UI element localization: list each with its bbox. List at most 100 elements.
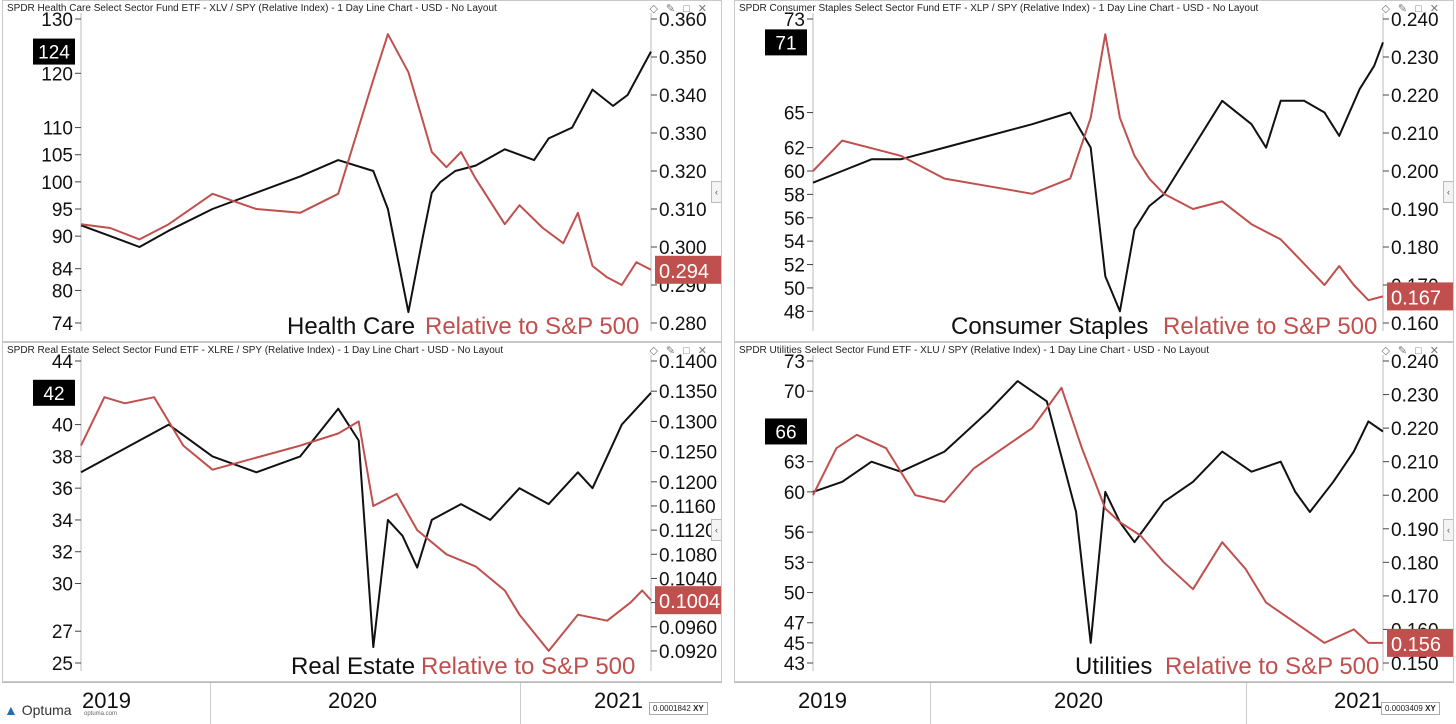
right-tick-label: 0.1160 bbox=[659, 497, 716, 518]
year-label-2020-left: 2020 bbox=[328, 688, 377, 713]
xy-readout-value: 0.0001842 bbox=[653, 704, 691, 713]
last-relative-tag bbox=[1387, 282, 1453, 311]
right-tick-label: 0.330 bbox=[659, 124, 707, 145]
left-tick-label: 100 bbox=[41, 173, 73, 194]
right-tick-label: 0.220 bbox=[1391, 419, 1439, 440]
right-tick-label: 0.300 bbox=[659, 238, 707, 259]
left-tick-label: 32 bbox=[52, 543, 73, 564]
left-tick-label: 65 bbox=[784, 104, 805, 125]
right-tick-label: 0.1350 bbox=[659, 382, 717, 403]
chart-panel-real-estate[interactable]: SPDR Real Estate Select Sector Fund ETF … bbox=[2, 342, 722, 682]
relative-series-line bbox=[80, 396, 652, 652]
left-tick-label: 56 bbox=[784, 523, 805, 544]
left-tick-label: 48 bbox=[784, 302, 805, 323]
left-tick-label: 60 bbox=[784, 483, 805, 504]
panel-controls[interactable]: ◇✎□✕ bbox=[1381, 3, 1447, 15]
right-tick-label: 0.240 bbox=[1391, 10, 1439, 31]
chart-label-sector: Utilities bbox=[1075, 653, 1153, 680]
left-tick-label: 43 bbox=[784, 654, 805, 675]
right-tick-label: 0.230 bbox=[1391, 386, 1439, 407]
right-tick-label: 0.240 bbox=[1391, 352, 1439, 373]
right-tick-label: 0.1200 bbox=[659, 473, 717, 494]
last-relative-tag bbox=[1387, 628, 1453, 657]
right-tick-label: 0.180 bbox=[1391, 238, 1439, 259]
panel-title: SPDR Utilities Select Sector Fund ETF - … bbox=[739, 345, 1209, 356]
left-tick-label: 73 bbox=[784, 352, 805, 373]
chart-label-relative: Relative to S&P 500 bbox=[1163, 313, 1378, 340]
left-tick-label: 54 bbox=[784, 232, 806, 253]
right-tick-label: 0.1120 bbox=[659, 521, 716, 542]
left-tick-label: 90 bbox=[52, 227, 73, 248]
last-price-label: 124 bbox=[38, 43, 70, 64]
right-tick-label: 0.210 bbox=[1391, 453, 1439, 474]
chart-panel-health-care[interactable]: SPDR Health Care Select Sector Fund ETF … bbox=[2, 0, 722, 342]
panel-title: SPDR Real Estate Select Sector Fund ETF … bbox=[7, 345, 504, 356]
left-tick-label: 74 bbox=[52, 314, 74, 335]
left-tick-label: 50 bbox=[784, 584, 805, 605]
right-tick-label: 0.170 bbox=[1391, 587, 1439, 608]
right-tick-label: 0.210 bbox=[1391, 124, 1439, 145]
right-tick-label: 0.0960 bbox=[659, 618, 717, 639]
left-tick-label: 56 bbox=[784, 209, 805, 230]
last-relative-label: 0.294 bbox=[659, 261, 709, 283]
right-tick-label: 0.310 bbox=[659, 200, 707, 221]
right-tick-label: 0.150 bbox=[1391, 654, 1439, 675]
chart-label-sector: Health Care bbox=[287, 313, 416, 340]
last-price-tag bbox=[765, 418, 807, 445]
left-tick-label: 63 bbox=[784, 453, 805, 474]
last-relative-tag bbox=[655, 586, 721, 615]
left-tick-label: 73 bbox=[784, 10, 805, 31]
xy-readout-label: XY bbox=[693, 704, 704, 713]
left-tick-label: 30 bbox=[52, 575, 73, 596]
collapse-arrow-icon[interactable]: ‹ bbox=[711, 519, 721, 541]
right-tick-label: 0.180 bbox=[1391, 553, 1439, 574]
left-tick-label: 50 bbox=[784, 279, 805, 300]
xy-readout-label: XY bbox=[1425, 704, 1436, 713]
left-tick-label: 60 bbox=[784, 162, 805, 183]
chart-panel-consumer-staples[interactable]: SPDR Consumer Staples Select Sector Fund… bbox=[734, 0, 1454, 342]
year-label-2019-left: 2019 bbox=[82, 688, 131, 713]
last-price-tag bbox=[765, 29, 807, 56]
year-label-2020-right: 2020 bbox=[1054, 688, 1103, 713]
last-relative-label: 0.1004 bbox=[659, 591, 720, 613]
collapse-arrow-icon[interactable]: ‹ bbox=[711, 181, 721, 203]
left-tick-label: 36 bbox=[52, 479, 73, 500]
right-tick-label: 0.350 bbox=[659, 48, 707, 69]
optuma-logo-icon: ▲ bbox=[4, 702, 18, 718]
chart-panel-utilities[interactable]: SPDR Utilities Select Sector Fund ETF - … bbox=[734, 342, 1454, 682]
left-tick-label: 47 bbox=[784, 614, 805, 635]
relative-series-line bbox=[812, 386, 1383, 644]
right-tick-label: 0.1040 bbox=[659, 569, 717, 590]
year-label-2021-right: 2021 bbox=[1334, 688, 1383, 713]
date-axis-left bbox=[2, 682, 722, 724]
xy-readout-right[interactable]: 0.0003409 XY bbox=[1381, 702, 1440, 715]
price-series-line bbox=[80, 392, 652, 649]
left-tick-label: 80 bbox=[52, 281, 73, 302]
price-series-line bbox=[80, 51, 652, 314]
last-price-label: 66 bbox=[775, 422, 796, 443]
panel-controls[interactable]: ◇✎□✕ bbox=[649, 3, 715, 15]
chart-label-sector: Consumer Staples bbox=[951, 313, 1149, 340]
right-tick-label: 0.200 bbox=[1391, 486, 1439, 507]
panel-controls[interactable]: ◇✎□✕ bbox=[1381, 345, 1447, 357]
collapse-arrow-icon[interactable]: ‹ bbox=[1443, 519, 1453, 541]
last-price-tag bbox=[33, 38, 75, 65]
chart-label-relative: Relative to S&P 500 bbox=[1165, 653, 1380, 680]
price-series-line bbox=[812, 380, 1384, 644]
optuma-logo-text: Optuma bbox=[21, 702, 72, 718]
price-series-line bbox=[812, 42, 1384, 313]
year-label-2021-left: 2021 bbox=[594, 688, 643, 713]
collapse-arrow-icon[interactable]: ‹ bbox=[1443, 181, 1453, 203]
panel-controls[interactable]: ◇✎□✕ bbox=[649, 345, 715, 357]
xy-readout-left[interactable]: 0.0001842 XY bbox=[649, 702, 708, 715]
right-tick-label: 0.280 bbox=[659, 314, 707, 335]
year-label-2019-right: 2019 bbox=[798, 688, 847, 713]
optuma-url: optuma.com bbox=[84, 711, 118, 717]
panel-title: SPDR Consumer Staples Select Sector Fund… bbox=[739, 3, 1259, 14]
date-axis-right bbox=[734, 682, 1454, 724]
relative-series-line bbox=[80, 33, 652, 286]
right-tick-label: 0.1400 bbox=[659, 352, 717, 373]
last-relative-tag bbox=[655, 255, 721, 284]
